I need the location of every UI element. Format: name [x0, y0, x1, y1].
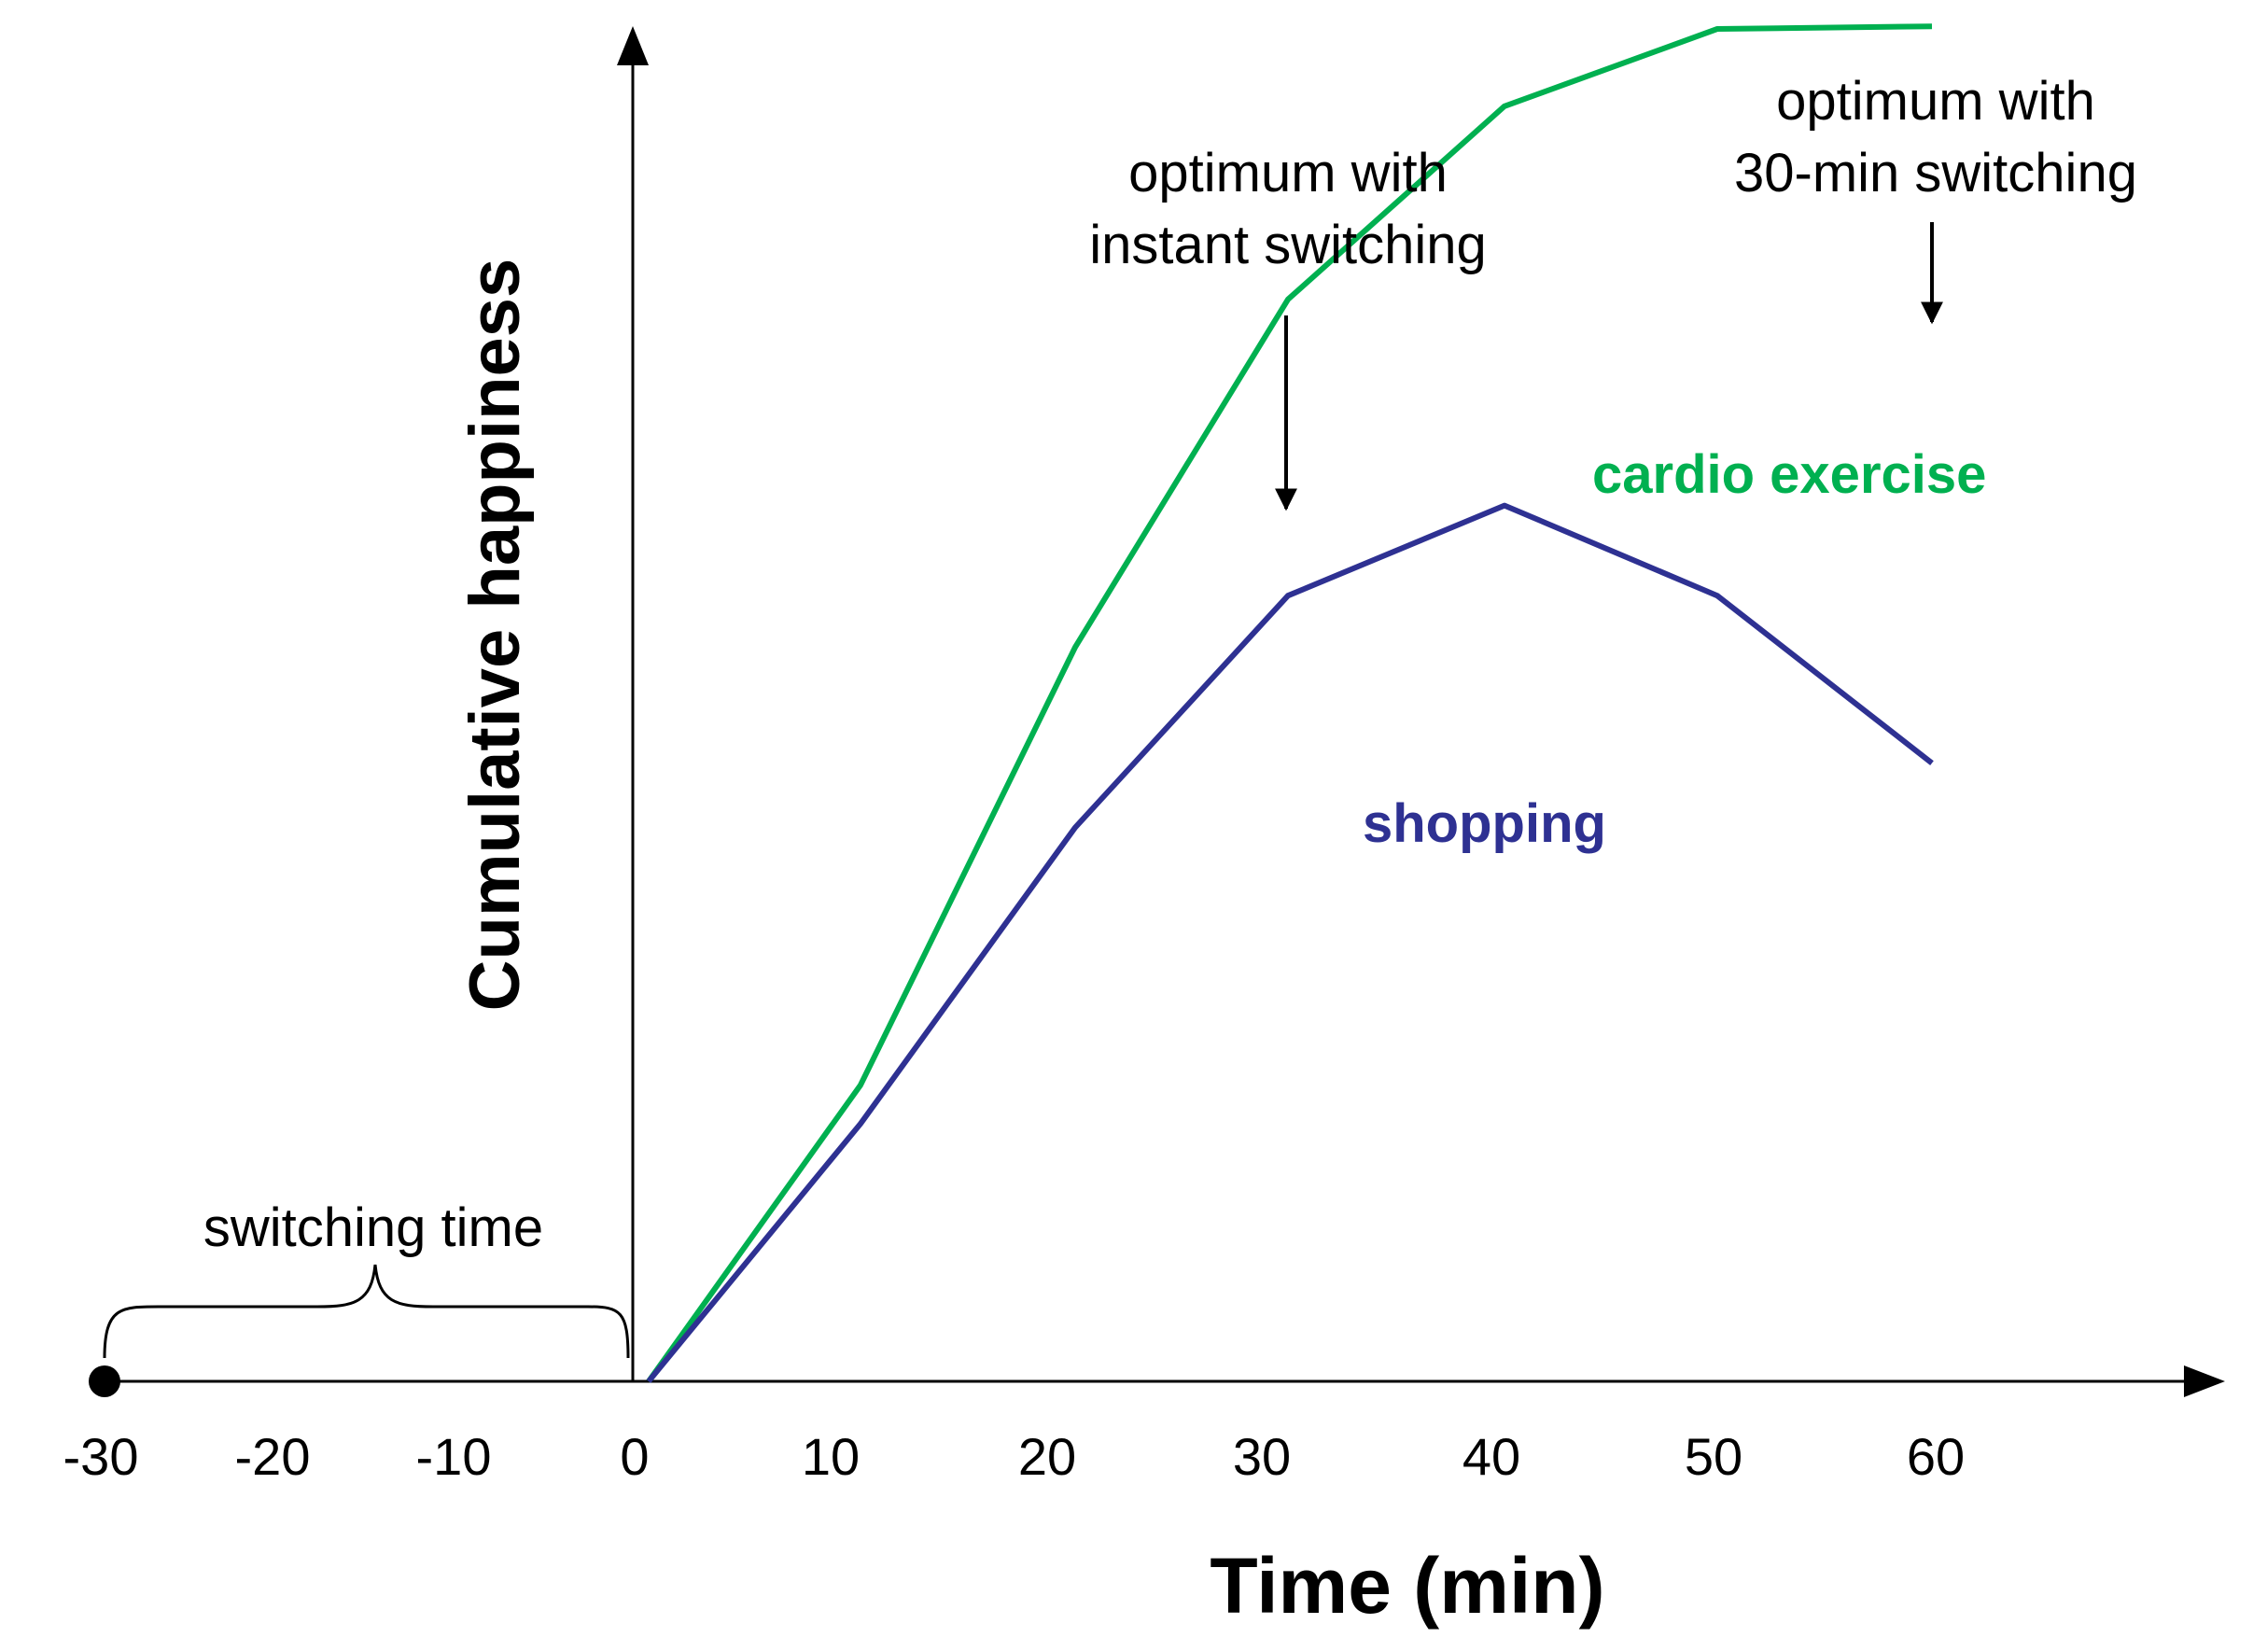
- x-tick-label: 40: [1462, 1427, 1520, 1486]
- x-axis-arrow-icon: [2184, 1365, 2225, 1397]
- x-tick-label: -20: [235, 1427, 311, 1486]
- series-line-shopping: [646, 502, 1934, 1383]
- x-axis-title: Time (min): [1210, 1542, 1604, 1630]
- x-tick-label: 0: [620, 1427, 649, 1486]
- x-tick-label: 60: [1907, 1427, 1965, 1486]
- y-axis-title: Cumulative happiness: [455, 259, 535, 1012]
- x-tick-label: -10: [416, 1427, 492, 1486]
- switching-time-label: switching time: [203, 1197, 543, 1258]
- switching-time-brace: [103, 1264, 630, 1359]
- series-label-cardio-exercise: cardio exercise: [1592, 444, 1986, 505]
- x-tick-label: 50: [1685, 1427, 1742, 1486]
- switching-start-dot: [89, 1365, 120, 1397]
- x-tick-label: -30: [63, 1427, 139, 1486]
- annotation-instant-line2: instant switching: [1089, 215, 1487, 275]
- series-line-cardio-exercise: [646, 23, 1933, 1383]
- y-axis-arrow-icon: [617, 26, 649, 65]
- series-label-shopping: shopping: [1363, 793, 1606, 854]
- annotation-30min-line1: optimum with: [1776, 71, 2095, 132]
- x-tick-labels: -30 -20 -10 0 10 20 30 40 50 60: [63, 1427, 1966, 1486]
- x-tick-label: 30: [1233, 1427, 1291, 1486]
- annotation-30min-line2: 30-min switching: [1734, 143, 2137, 203]
- x-tick-label: 20: [1018, 1427, 1076, 1486]
- x-tick-label: 10: [802, 1427, 860, 1486]
- annotation-instant-line1: optimum with: [1128, 143, 1448, 203]
